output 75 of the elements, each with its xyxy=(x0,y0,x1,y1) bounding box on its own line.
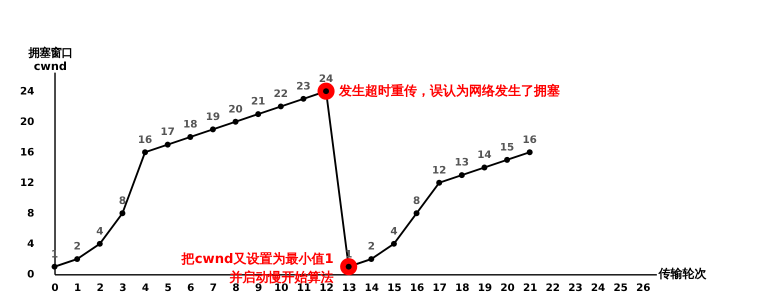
x-tick-label: 13 xyxy=(342,282,356,294)
x-tick-label: 23 xyxy=(568,282,583,294)
point xyxy=(414,210,420,216)
point xyxy=(278,103,284,110)
x-tick-label: 8 xyxy=(232,282,240,294)
point xyxy=(232,118,239,125)
point xyxy=(368,256,374,262)
point xyxy=(96,240,103,247)
x-tick-label: 4 xyxy=(142,282,150,294)
x-tick-label: 17 xyxy=(432,282,447,294)
point xyxy=(526,149,533,156)
point xyxy=(255,111,262,118)
x-tick-label: 1 xyxy=(74,282,82,294)
x-tick-label: 15 xyxy=(387,282,402,294)
annotation: 发生超时重传，误认为网络发生了拥塞 xyxy=(338,82,560,99)
x-axis-title: 传输轮次 xyxy=(658,266,708,281)
point xyxy=(504,156,510,163)
x-tick-label: 21 xyxy=(522,282,538,294)
point xyxy=(436,180,442,186)
x-tick-label: 25 xyxy=(613,282,628,294)
data-label: 12 xyxy=(432,164,446,176)
data-label: 24 xyxy=(318,72,334,85)
point xyxy=(300,96,306,102)
x-tick-label: 19 xyxy=(478,282,492,294)
point xyxy=(458,172,465,178)
point xyxy=(210,126,216,132)
point xyxy=(119,210,126,216)
data-label: 19 xyxy=(206,110,220,123)
point xyxy=(164,142,171,148)
x-tick-label: 7 xyxy=(210,282,217,294)
data-label: 2 xyxy=(74,240,81,253)
y-tick-label: 8 xyxy=(27,208,34,220)
data-label: 8 xyxy=(412,194,420,207)
data-label: 15 xyxy=(500,141,514,154)
x-tick-label: 18 xyxy=(455,282,470,294)
y-tick-label: 24 xyxy=(20,85,34,98)
y-tick-label: 12 xyxy=(20,177,34,190)
point xyxy=(390,240,397,247)
data-label: 20 xyxy=(228,103,243,116)
x-tick-label: 2 xyxy=(96,282,104,294)
point xyxy=(142,149,148,156)
data-label: 18 xyxy=(183,118,198,131)
data-label: 16 xyxy=(138,134,152,146)
data-label: 22 xyxy=(274,88,288,100)
x-tick-label: 9 xyxy=(255,282,262,294)
x-tick-label: 22 xyxy=(546,282,560,294)
data-label: 23 xyxy=(296,80,311,92)
data-label: 14 xyxy=(477,149,492,162)
x-tick-label: 0 xyxy=(51,282,59,294)
data-label: 4 xyxy=(390,225,398,238)
point xyxy=(52,264,58,270)
y-tick-label: 4 xyxy=(27,238,34,250)
data-label: 17 xyxy=(160,126,175,138)
x-tick-label: 16 xyxy=(410,282,424,294)
data-label: 4 xyxy=(96,225,104,238)
data-label: 13 xyxy=(454,156,469,169)
data-label: 21 xyxy=(250,96,266,108)
x-tick-label: 14 xyxy=(364,282,379,294)
y-tick-label: 16 xyxy=(20,146,34,159)
data-label: 16 xyxy=(522,134,537,146)
x-tick-label: 10 xyxy=(274,282,288,294)
x-tick-label: 12 xyxy=(319,282,334,294)
point xyxy=(187,134,194,140)
data-label: 8 xyxy=(118,194,126,207)
point xyxy=(74,256,80,262)
x-tick-label: 26 xyxy=(636,282,650,294)
y-tick-label: 20 xyxy=(20,116,34,128)
y-axis-title: 拥塞窗口 cwnd xyxy=(27,46,72,73)
y-tick-label: 0 xyxy=(27,268,34,281)
x-tick-label: 3 xyxy=(119,282,126,294)
data-label: 2 xyxy=(368,240,375,253)
point xyxy=(481,164,488,170)
x-tick-label: 24 xyxy=(590,282,606,294)
x-tick-label: 5 xyxy=(164,282,172,294)
x-tick-label: 20 xyxy=(500,282,515,294)
